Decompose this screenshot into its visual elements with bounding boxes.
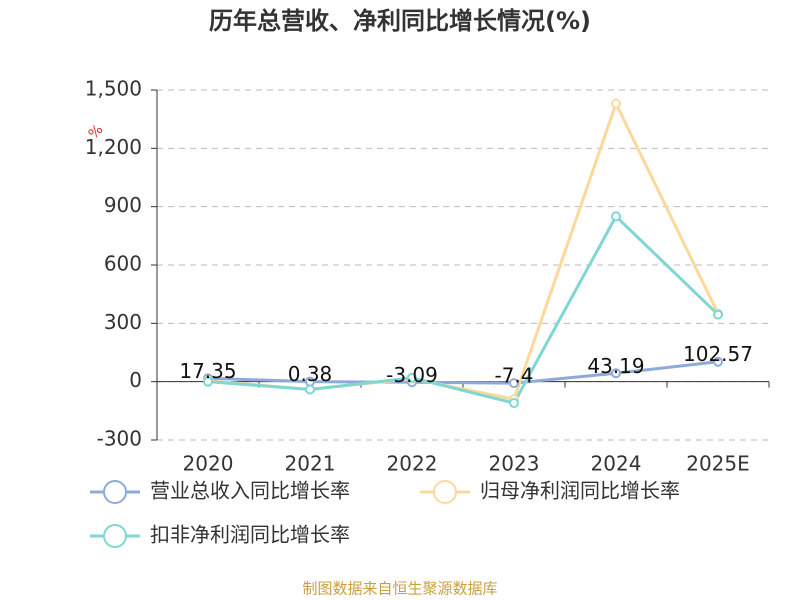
point (509, 378, 519, 389)
point (203, 376, 213, 387)
legend-marker (433, 480, 457, 504)
value-label: -3.09 (386, 363, 438, 387)
footer: 制图数据来自恒生聚源数据库 (302, 580, 497, 598)
chart-title: 历年总营收、净利同比增长情况(%) (209, 7, 591, 35)
y-tick-label: 900 (104, 193, 142, 217)
y-tick-label: 300 (104, 310, 142, 334)
point (611, 98, 621, 109)
y-tick-label: 0 (129, 368, 142, 392)
value-label: 17.35 (179, 359, 236, 383)
x-tick-label: 2021 (285, 452, 336, 476)
point (611, 368, 621, 379)
legend-label: 扣非净利润同比增长率 (150, 523, 350, 547)
series-line (207, 360, 719, 385)
point (713, 356, 723, 367)
y-tick-label: 1,500 (85, 77, 142, 101)
series-line (207, 213, 720, 405)
point (305, 384, 315, 395)
value-label: 102.57 (683, 342, 753, 366)
y-tick-label: 1,200 (85, 135, 142, 159)
value-label: -7.4 (494, 364, 533, 388)
point (509, 398, 519, 409)
legend-marker (103, 480, 127, 504)
x-tick-label: 2023 (489, 452, 540, 476)
legend-marker (103, 524, 127, 548)
y-tick-label: -300 (97, 427, 142, 451)
x-tick-label: 2020 (183, 452, 234, 476)
x-tick-label: 2025E (686, 452, 750, 476)
value-label: 0.38 (288, 362, 333, 386)
point (611, 211, 621, 222)
point (713, 309, 723, 320)
legend-label: 营业总收入同比增长率 (150, 479, 350, 503)
value-label: 43.19 (587, 354, 644, 378)
x-tick-label: 2024 (591, 452, 642, 476)
y-tick-label: 600 (104, 252, 142, 276)
point (407, 372, 417, 383)
x-tick-label: 2022 (387, 452, 438, 476)
legend-label: 归母净利润同比增长率 (480, 479, 680, 503)
